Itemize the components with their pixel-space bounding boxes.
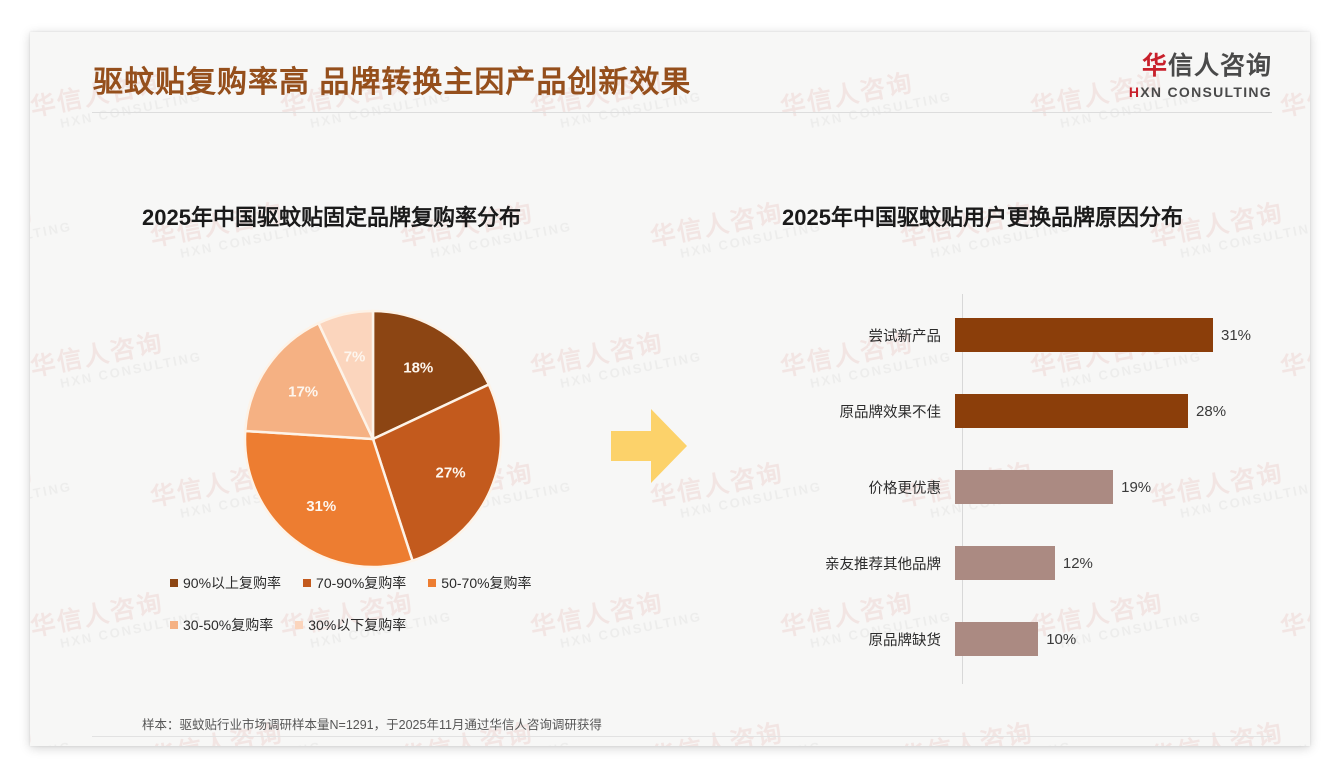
legend-label: 30-50%复购率 xyxy=(183,617,274,633)
bar-fill xyxy=(955,622,1039,656)
pie-chart-svg: 18% 27% 31% 17% 7% xyxy=(243,309,503,569)
pie-chart-title: 2025年中国驱蚊贴固定品牌复购率分布 xyxy=(142,205,521,230)
pie-slice-label: 31% xyxy=(306,498,336,515)
logo-en-rest: XN CONSULTING xyxy=(1140,83,1272,100)
legend-item[interactable]: 30%以下复购率 xyxy=(295,615,406,635)
legend-label: 50-70%复购率 xyxy=(441,575,532,591)
pie-slice-label: 27% xyxy=(436,465,466,482)
slide: 华信人咨询 HXN CONSULTING 华信人咨询 HXN CONSULTING 华信… xyxy=(30,32,1310,746)
pie-slice-label: 18% xyxy=(403,360,433,377)
bar-fill xyxy=(955,546,1055,580)
bar-category-label: 原品牌效果不佳 xyxy=(839,404,942,421)
pie-slice xyxy=(371,382,503,563)
bar-value-label: 12% xyxy=(1062,554,1093,572)
bar-value-label: 10% xyxy=(1046,630,1077,648)
legend-swatch-icon xyxy=(428,579,437,587)
legend-label: 30%以下复购率 xyxy=(308,617,407,633)
company-logo: 华信人咨询 HXN CONSULTING xyxy=(1129,52,1272,100)
legend-row-bottom: 30-50%复购率 30%以下复购率 xyxy=(170,615,600,635)
pie-chart: 18% 27% 31% 17% 7% xyxy=(243,309,503,569)
logo-english-text: HXN CONSULTING xyxy=(1129,84,1272,100)
pie-slice-label: 7% xyxy=(344,349,366,366)
pie-slice xyxy=(316,309,375,440)
right-arrow-icon xyxy=(611,409,687,488)
footer-divider xyxy=(92,736,1272,737)
bar-category-label: 亲友推荐其他品牌 xyxy=(825,556,941,573)
pie-slice xyxy=(243,321,376,441)
legend-swatch-icon xyxy=(170,579,178,587)
pie-slice xyxy=(371,309,491,441)
header-divider xyxy=(92,112,1272,113)
bar-fill xyxy=(955,470,1114,504)
bar-chart-row: 尝试新产品 31% xyxy=(790,318,1260,352)
bar-category-label: 价格更优惠 xyxy=(868,480,942,497)
legend-swatch-icon xyxy=(303,579,312,587)
pie-slice-label: 17% xyxy=(288,384,318,401)
bar-chart-row: 亲友推荐其他品牌 12% xyxy=(790,546,1260,580)
legend-label: 70-90%复购率 xyxy=(316,575,407,591)
bar-chart-row: 价格更优惠 19% xyxy=(790,470,1260,504)
bar-value-label: 28% xyxy=(1196,402,1227,420)
bar-value-label: 19% xyxy=(1121,478,1152,496)
pie-slice xyxy=(243,429,415,569)
legend-row-top: 90%以上复购率 70-90%复购率 50-70%复购率 xyxy=(170,573,600,593)
pie-chart-legend: 90%以上复购率 70-90%复购率 50-70%复购率 30-50%复购率 30%以… xyxy=(170,573,600,657)
logo-en-accent: H xyxy=(1128,83,1141,100)
legend-item[interactable]: 50-70%复购率 xyxy=(428,573,532,593)
logo-rest-chars: 信人咨询 xyxy=(1167,52,1272,80)
bar-chart-title: 2025年中国驱蚊贴用户更换品牌原因分布 xyxy=(782,205,1183,230)
bar-category-label: 原品牌缺货 xyxy=(868,632,942,649)
bar-chart-row: 原品牌效果不佳 28% xyxy=(790,394,1260,428)
legend-item[interactable]: 30-50%复购率 xyxy=(170,615,273,635)
source-note: 样本：驱蚊贴行业市场调研样本量N=1291，于2025年11月通过华信人咨询调研… xyxy=(142,718,602,732)
bar-fill xyxy=(955,318,1213,352)
legend-label: 90%以上复购率 xyxy=(183,575,282,591)
bar-category-label: 尝试新产品 xyxy=(868,328,942,345)
logo-chinese-text: 华信人咨询 xyxy=(1129,52,1272,81)
legend-item[interactable]: 70-90%复购率 xyxy=(303,573,406,593)
bar-chart: 尝试新产品 31% 原品牌效果不佳 28% 价格更优惠 19% 亲友推荐其他品牌 12% 原品牌… xyxy=(790,294,1260,684)
bar-chart-row: 原品牌缺货 10% xyxy=(790,622,1260,656)
legend-swatch-icon xyxy=(170,621,178,629)
slide-header: 驱蚊贴复购率高 品牌转换主因产品创新效果 华信人咨询 HXN CONSULTIN… xyxy=(30,32,1310,118)
right-arrow-svg xyxy=(611,409,687,483)
page-title: 驱蚊贴复购率高 品牌转换主因产品创新效果 xyxy=(93,66,692,99)
legend-swatch-icon xyxy=(295,621,304,629)
bar-fill xyxy=(955,394,1189,428)
legend-item[interactable]: 90%以上复购率 xyxy=(170,573,281,593)
logo-accent-char: 华 xyxy=(1141,52,1168,80)
bar-value-label: 31% xyxy=(1221,326,1252,344)
